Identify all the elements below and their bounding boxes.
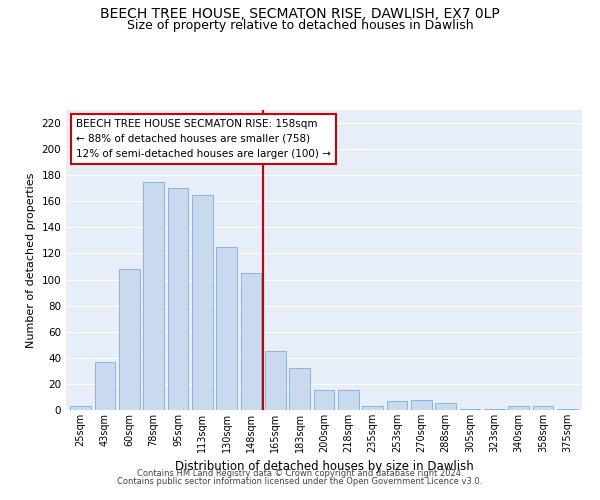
- Bar: [386, 401, 407, 410]
- Y-axis label: Number of detached properties: Number of detached properties: [26, 172, 36, 348]
- Bar: [143, 182, 164, 410]
- Bar: [484, 408, 505, 410]
- Bar: [436, 404, 456, 410]
- Text: Size of property relative to detached houses in Dawlish: Size of property relative to detached ho…: [127, 19, 473, 32]
- Bar: [338, 390, 359, 410]
- Bar: [119, 269, 140, 410]
- Bar: [362, 406, 383, 410]
- Bar: [192, 195, 212, 410]
- Bar: [314, 390, 334, 410]
- Bar: [216, 247, 237, 410]
- Text: Contains HM Land Registry data © Crown copyright and database right 2024.: Contains HM Land Registry data © Crown c…: [137, 468, 463, 477]
- Bar: [70, 406, 91, 410]
- Bar: [289, 368, 310, 410]
- Bar: [167, 188, 188, 410]
- Text: BEECH TREE HOUSE, SECMATON RISE, DAWLISH, EX7 0LP: BEECH TREE HOUSE, SECMATON RISE, DAWLISH…: [100, 8, 500, 22]
- Text: BEECH TREE HOUSE SECMATON RISE: 158sqm
← 88% of detached houses are smaller (758: BEECH TREE HOUSE SECMATON RISE: 158sqm ←…: [76, 119, 331, 158]
- Bar: [508, 406, 529, 410]
- Bar: [533, 406, 553, 410]
- Bar: [557, 408, 578, 410]
- X-axis label: Distribution of detached houses by size in Dawlish: Distribution of detached houses by size …: [175, 460, 473, 473]
- Bar: [411, 400, 432, 410]
- Bar: [95, 362, 115, 410]
- Bar: [265, 352, 286, 410]
- Bar: [460, 408, 481, 410]
- Text: Contains public sector information licensed under the Open Government Licence v3: Contains public sector information licen…: [118, 477, 482, 486]
- Bar: [241, 273, 262, 410]
